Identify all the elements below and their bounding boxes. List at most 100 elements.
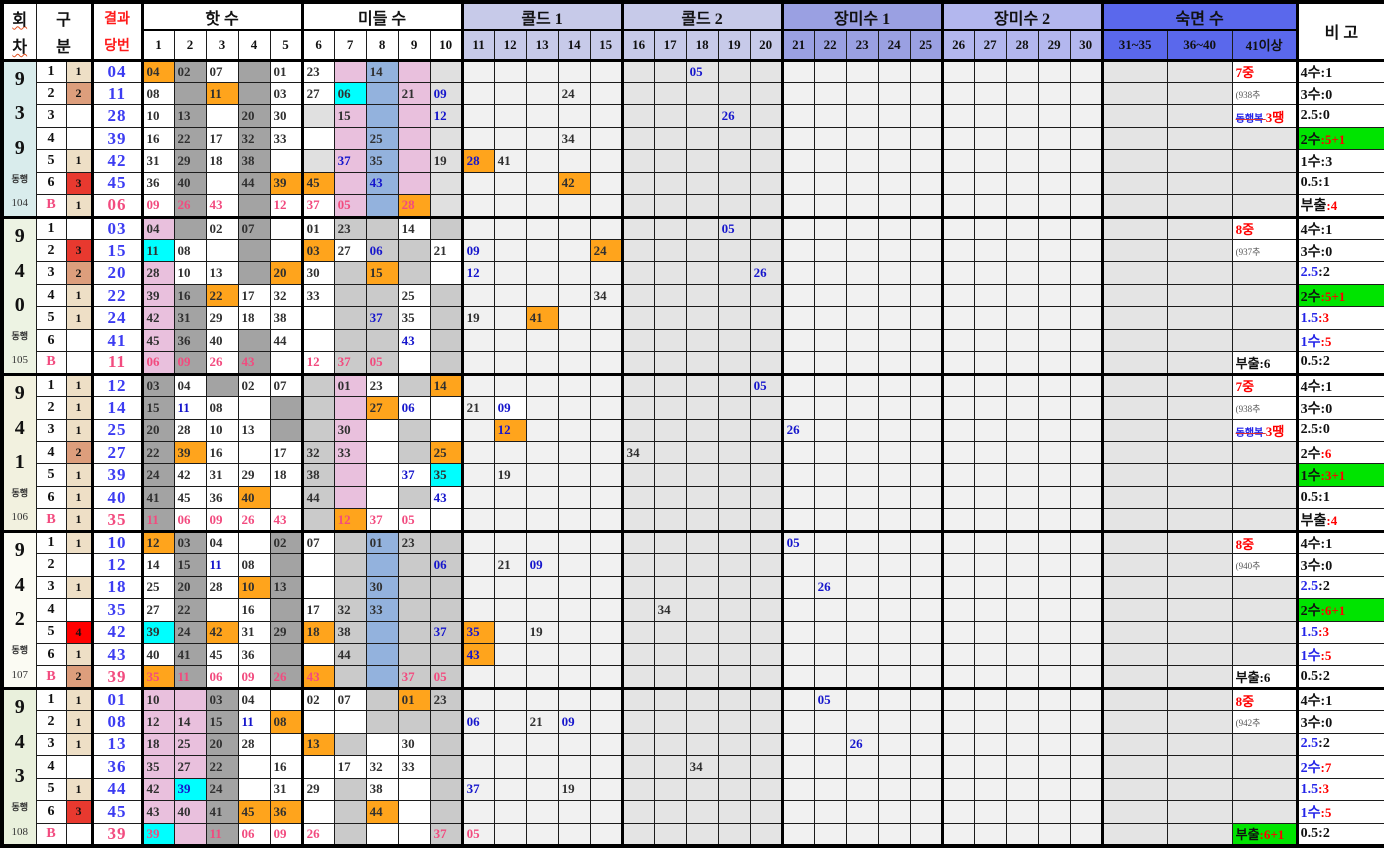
grid-cell[interactable]: 37 (365, 508, 399, 532)
result-number[interactable]: 15 (90, 239, 143, 263)
row-number[interactable]: 4 (35, 755, 67, 779)
sub-badge[interactable]: 4 (65, 620, 93, 644)
grid-cell[interactable] (717, 800, 751, 824)
grid-cell[interactable] (813, 508, 847, 532)
grid-cell[interactable] (877, 328, 911, 353)
grid-cell[interactable] (237, 529, 271, 555)
grid-cell[interactable] (1005, 620, 1039, 644)
grid-cell[interactable]: 09 (557, 710, 591, 734)
grid-cell[interactable] (909, 553, 943, 577)
grid-cell[interactable] (365, 620, 399, 644)
grid-cell[interactable] (269, 553, 303, 577)
result-number[interactable]: 20 (90, 261, 143, 285)
grid-cell[interactable] (1166, 800, 1233, 824)
grid-cell[interactable] (429, 306, 463, 330)
result-number[interactable]: 42 (90, 149, 143, 173)
grid-cell[interactable]: 29 (269, 620, 303, 644)
grid-cell[interactable] (877, 372, 911, 398)
grid-cell[interactable] (1037, 463, 1071, 487)
grid-cell[interactable] (749, 418, 783, 443)
grid-cell[interactable] (300, 553, 335, 577)
grid-cell[interactable] (685, 598, 719, 622)
grid-cell[interactable] (1231, 306, 1298, 330)
grid-cell[interactable] (877, 822, 911, 847)
grid-cell[interactable]: 07 (269, 372, 303, 398)
grid-cell[interactable] (973, 418, 1007, 443)
grid-cell[interactable] (620, 800, 655, 824)
grid-cell[interactable]: 43 (205, 194, 239, 218)
grid-cell[interactable] (620, 194, 655, 218)
grid-cell[interactable] (1166, 686, 1233, 712)
grid-cell[interactable] (653, 351, 687, 375)
grid-cell[interactable] (780, 575, 815, 600)
grid-cell[interactable] (1100, 440, 1168, 465)
grid-cell[interactable] (909, 283, 943, 308)
grid-cell[interactable] (333, 306, 367, 330)
grid-cell[interactable] (653, 194, 687, 218)
grid-cell[interactable] (333, 171, 367, 196)
grid-cell[interactable]: 30 (397, 732, 431, 757)
grid-cell[interactable] (845, 104, 879, 128)
grid-cell[interactable] (940, 194, 975, 218)
result-number[interactable]: 39 (90, 665, 143, 689)
grid-cell[interactable] (525, 777, 559, 802)
grid-cell[interactable] (460, 81, 495, 106)
grid-cell[interactable] (973, 306, 1007, 330)
grid-cell[interactable] (557, 508, 591, 532)
grid-cell[interactable] (333, 396, 367, 420)
grid-cell[interactable]: 32 (333, 598, 367, 622)
grid-cell[interactable] (973, 686, 1007, 712)
grid-cell[interactable] (940, 732, 975, 757)
grid-cell[interactable] (877, 261, 911, 285)
grid-cell[interactable]: 05 (685, 58, 719, 83)
grid-cell[interactable] (493, 81, 527, 106)
grid-cell[interactable] (749, 171, 783, 196)
grid-cell[interactable] (1100, 642, 1168, 667)
grid-cell[interactable] (557, 283, 591, 308)
grid-cell[interactable] (940, 777, 975, 802)
grid-cell[interactable] (525, 732, 559, 757)
grid-cell[interactable] (397, 598, 431, 622)
grid-cell[interactable] (1100, 777, 1168, 802)
grid-cell[interactable] (525, 261, 559, 285)
grid-cell[interactable] (813, 215, 847, 241)
grid-cell[interactable]: 37 (300, 194, 335, 218)
grid-cell[interactable] (1005, 215, 1039, 241)
result-number[interactable]: 03 (90, 215, 143, 241)
grid-cell[interactable] (397, 261, 431, 285)
grid-cell[interactable] (620, 732, 655, 757)
grid-cell[interactable] (940, 686, 975, 712)
grid-cell[interactable] (685, 149, 719, 173)
grid-cell[interactable]: 37 (460, 777, 495, 802)
grid-cell[interactable] (685, 306, 719, 330)
grid-cell[interactable] (1005, 777, 1039, 802)
grid-cell[interactable] (653, 418, 687, 443)
grid-cell[interactable]: 17 (300, 598, 335, 622)
grid-cell[interactable] (365, 418, 399, 443)
grid-cell[interactable]: 02 (300, 686, 335, 712)
grid-cell[interactable] (1037, 418, 1071, 443)
grid-cell[interactable] (237, 81, 271, 106)
grid-cell[interactable] (397, 642, 431, 667)
grid-cell[interactable] (1166, 283, 1233, 308)
sub-badge[interactable]: 1 (65, 194, 93, 218)
grid-cell[interactable] (620, 58, 655, 83)
sub-badge[interactable] (65, 126, 93, 151)
grid-cell[interactable] (365, 822, 399, 847)
grid-cell[interactable] (1166, 81, 1233, 106)
grid-cell[interactable]: 05 (813, 686, 847, 712)
grid-cell[interactable] (1005, 418, 1039, 443)
grid-cell[interactable]: 36 (237, 642, 271, 667)
grid-cell[interactable] (1166, 620, 1233, 644)
grid-cell[interactable] (845, 800, 879, 824)
grid-cell[interactable] (589, 822, 623, 847)
grid-cell[interactable] (1100, 755, 1168, 779)
grid-cell[interactable] (1231, 800, 1298, 824)
grid-cell[interactable] (557, 418, 591, 443)
grid-cell[interactable]: 14 (429, 372, 463, 398)
result-number[interactable]: 01 (90, 686, 143, 712)
grid-cell[interactable] (525, 104, 559, 128)
grid-cell[interactable] (717, 508, 751, 532)
grid-cell[interactable] (365, 283, 399, 308)
grid-cell[interactable] (620, 620, 655, 644)
